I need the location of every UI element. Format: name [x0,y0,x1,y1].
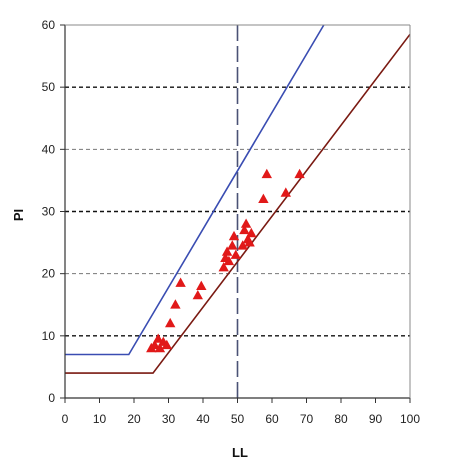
data-point-24 [258,193,269,203]
series-line-1 [65,24,325,356]
data-point-10 [196,280,207,290]
x-axis-title: LL [232,445,248,460]
x-tick-label-80: 80 [334,412,348,426]
x-tick-label-90: 90 [369,412,383,426]
data-point-16 [228,230,240,241]
x-tick-label-20: 20 [127,412,141,426]
data-point-7 [170,299,181,309]
y-tick-label-0: 0 [48,391,55,405]
data-point-1 [149,339,160,350]
data-point-20 [240,218,252,228]
x-tick-label-30: 30 [162,412,176,426]
y-tick-label-50: 50 [42,80,56,94]
series-line-2 [65,33,411,374]
data-point-2 [153,333,164,343]
y-tick-label-10: 10 [42,329,56,343]
axes [60,24,411,403]
data-point-3 [154,342,166,353]
data-point-11 [218,262,229,272]
data-point-6 [165,317,176,328]
data-point-19 [239,224,250,235]
chart-lines [65,24,411,374]
data-point-23 [246,227,257,238]
x-tick-label-100: 100 [400,412,420,426]
data-point-8 [175,277,186,287]
data-points [146,168,305,353]
data-point-18 [237,240,248,250]
data-point-22 [244,237,255,247]
y-tick-label-30: 30 [42,205,56,219]
data-point-27 [294,168,305,179]
x-tick-label-40: 40 [196,412,210,426]
data-point-15 [227,240,238,250]
data-point-9 [192,290,203,300]
y-tick-label-40: 40 [42,142,56,156]
y-axis-title: PI [11,209,26,221]
y-tick-label-20: 20 [42,267,56,281]
x-tick-label-0: 0 [62,412,69,426]
grid [65,25,410,398]
tick-labels: 0 10 20 30 40 50 60 70 80 90 100 0 10 20 30 40 50 60 [42,18,421,426]
data-point-25 [261,168,272,179]
data-point-14 [223,255,235,266]
data-point-5 [161,339,172,350]
data-point-26 [280,187,291,197]
data-point-17 [230,249,241,259]
y-tick-label-60: 60 [42,18,56,32]
x-tick-label-70: 70 [300,412,314,426]
x-tick-label-50: 50 [231,412,245,426]
x-tick-label-10: 10 [93,412,107,426]
x-tick-label-60: 60 [265,412,279,426]
data-point-13 [221,246,233,256]
